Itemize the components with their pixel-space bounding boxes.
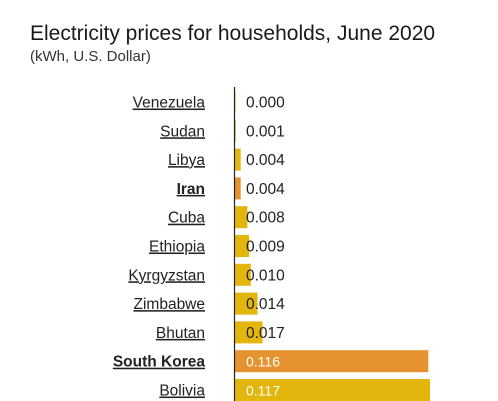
- bar-south-korea[interactable]: [234, 350, 429, 373]
- bar-cuba[interactable]: [234, 206, 248, 229]
- bar-ethiopia[interactable]: [234, 235, 250, 257]
- bar-libya[interactable]: [234, 148, 241, 171]
- chart-subtitle: (kWh, U.S. Dollar): [30, 48, 151, 65]
- value-label-zimbabwe: 0.014: [246, 296, 285, 313]
- value-label-bhutan: 0.017: [246, 325, 285, 342]
- value-label-ethiopia: 0.009: [246, 239, 285, 256]
- bar-bhutan[interactable]: [234, 321, 263, 344]
- category-label-sudan[interactable]: Sudan: [160, 123, 205, 140]
- category-label-libya[interactable]: Libya: [168, 152, 205, 169]
- category-label-bolivia[interactable]: Bolivia: [159, 383, 205, 400]
- value-label-iran: 0.004: [246, 181, 285, 198]
- value-label-libya: 0.004: [246, 152, 285, 169]
- bar-kyrgyzstan[interactable]: [234, 263, 251, 286]
- chart-title: Electricity prices for households, June …: [30, 22, 436, 45]
- category-label-kyrgyzstan[interactable]: Kyrgyzstan: [128, 267, 205, 284]
- category-label-ethiopia[interactable]: Ethiopia: [149, 239, 205, 256]
- category-label-bhutan[interactable]: Bhutan: [156, 325, 205, 342]
- value-label-venezuela: 0.000: [246, 95, 285, 112]
- category-label-iran[interactable]: Iran: [177, 181, 205, 198]
- value-label-cuba: 0.008: [246, 210, 285, 227]
- category-label-south-korea[interactable]: South Korea: [113, 354, 206, 371]
- value-label-kyrgyzstan: 0.010: [246, 267, 285, 284]
- category-label-zimbabwe[interactable]: Zimbabwe: [134, 296, 206, 313]
- category-label-venezuela[interactable]: Venezuela: [133, 95, 206, 112]
- bar-iran[interactable]: [234, 177, 241, 200]
- bar-zimbabwe[interactable]: [234, 292, 258, 315]
- bar-bolivia[interactable]: [234, 379, 430, 401]
- value-label-sudan: 0.001: [246, 123, 285, 140]
- category-label-cuba[interactable]: Cuba: [168, 210, 205, 227]
- value-label-bolivia: 0.117: [246, 383, 280, 399]
- value-label-south-korea: 0.116: [246, 354, 280, 370]
